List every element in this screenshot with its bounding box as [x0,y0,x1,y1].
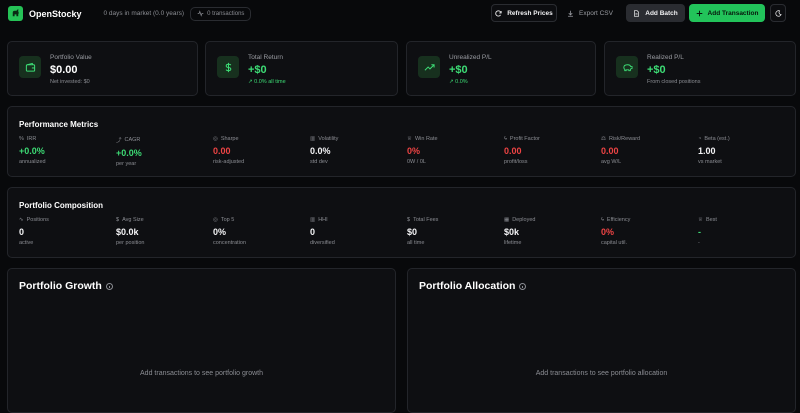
portfolio-composition-card: Portfolio Composition ∿ Positions 0 activ… [7,187,796,258]
app-name: OpenStocky [29,8,82,19]
add-transaction-button[interactable]: Add Transaction [689,4,765,22]
download-icon [568,10,573,17]
info-icon[interactable] [105,282,113,290]
zap-icon: ϟ [504,136,507,142]
metric-best: ♕ Best - - [698,217,717,246]
portfolio-allocation-title: Portfolio Allocation [419,280,527,292]
metric-positions: ∿ Positions 0 active [19,217,49,246]
realized-pl-card: Realized P/L +$0 From closed positions [604,41,796,96]
portfolio-growth-title: Portfolio Growth [19,280,113,292]
performance-metrics-title: Performance Metrics [19,120,99,129]
trending-up-icon [418,56,440,78]
piggy-bank-icon [616,56,638,78]
add-batch-button[interactable]: Add Batch [626,4,685,22]
unrealized-pl-card: Unrealized P/L +$0 ↗ 0.0% [406,41,596,96]
metric-cagr: ⤴ CAGR +0.0% per year [116,137,142,167]
gauge-icon: ◔ [698,136,702,142]
target-icon: ◎ [213,217,218,223]
dollar-icon: $ [407,217,411,223]
portfolio-allocation-empty-text: Add transactions to see portfolio alloca… [535,370,668,377]
stat-subtext: ↗ 0.0% all time [248,79,286,85]
file-icon [634,9,640,17]
stat-subtext: Net invested: $0 [50,79,90,85]
portfolio-allocation-panel: Portfolio Allocation Add transactions to… [407,268,796,413]
theme-toggle-button[interactable] [770,4,786,22]
plus-icon [696,10,702,16]
target-icon: ◎ [213,136,218,142]
zap-icon: ϟ [601,217,604,223]
metric-top-5: ◎ Top 5 0% concentration [213,217,247,246]
add-batch-label: Add Batch [645,9,678,17]
info-icon[interactable] [519,282,527,290]
metric-total-fees: $ Total Fees $0 all time [407,217,439,246]
stat-value: +$0 [449,64,468,76]
trend-icon: ⤴ [116,138,122,144]
stat-value: $0.00 [50,64,78,76]
stat-subtext: From closed positions [647,79,701,85]
metric-avg-size: $ Avg Size $0.0k per position [116,217,145,246]
metric-risk-reward: ⚖ Risk/Reward 0.00 avg W/L [601,136,641,165]
activity-icon [197,10,204,17]
metric-deployed: ▦ Deployed $0k lifetime [504,217,536,246]
transactions-count-pill: 0 transactions [190,6,252,21]
metric-profit-factor: ϟ Profit Factor 0.00 profit/loss [504,136,540,165]
refresh-prices-label: Refresh Prices [507,9,553,17]
portfolio-growth-panel: Portfolio Growth Add transactions to see… [7,268,396,413]
wallet-icon [19,56,41,78]
moon-icon [774,9,782,17]
metric-efficiency: ϟ Efficiency 0% capital util. [601,217,631,246]
trophy-icon: ♕ [407,136,412,142]
percent-icon: % [19,136,24,142]
dollar-icon [217,56,239,78]
stat-label: Unrealized P/L [449,54,492,61]
metric-beta: ◔ Beta (est.) 1.00 vs market [698,136,730,165]
export-csv-label: Export CSV [579,9,613,17]
stat-label: Total Return [248,54,284,61]
activity-icon: ∿ [19,217,24,223]
portfolio-value-card: Portfolio Value $0.00 Net invested: $0 [7,41,198,96]
stat-value: +$0 [647,64,666,76]
bar-chart-icon: ▥ [310,217,316,223]
export-csv-button[interactable]: Export CSV [561,4,619,22]
refresh-prices-button[interactable]: Refresh Prices [491,4,557,22]
scale-icon: ⚖ [601,136,606,142]
stat-value: +$0 [248,64,267,76]
stat-subtext: ↗ 0.0% [449,79,468,85]
performance-metrics-card: Performance Metrics % IRR +0.0% annualize… [7,106,796,177]
arrow-up-right-icon: ↗ [248,79,255,85]
arrow-up-right-icon: ↗ [449,79,456,85]
dollar-icon: $ [116,217,120,223]
metric-hhi: ▥ HHI 0 diversified [310,217,335,246]
app-logo-icon [8,6,23,21]
award-icon: ♕ [698,217,703,223]
metric-irr: % IRR +0.0% annualized [19,136,46,165]
total-return-card: Total Return +$0 ↗ 0.0% all time [205,41,398,96]
top-bar: OpenStocky 0 days in market (0.0 years) … [0,0,800,27]
portfolio-growth-empty-text: Add transactions to see portfolio growth [140,370,263,377]
transactions-count-text: 0 transactions [207,10,245,17]
calendar-icon: ▦ [504,217,510,223]
portfolio-composition-title: Portfolio Composition [19,201,103,210]
refresh-icon [495,9,502,17]
stat-label: Portfolio Value [50,54,92,61]
stat-label: Realized P/L [647,54,684,61]
metric-win-rate: ♕ Win Rate 0% 0W / 0L [407,136,438,165]
add-transaction-label: Add Transaction [707,9,759,17]
metric-volatility: ▥ Volatility 0.0% std dev [310,136,339,165]
market-days-text: 0 days in market (0.0 years) [103,10,185,17]
bar-chart-icon: ▥ [310,136,316,142]
metric-sharpe: ◎ Sharpe 0.00 risk-adjusted [213,136,245,165]
